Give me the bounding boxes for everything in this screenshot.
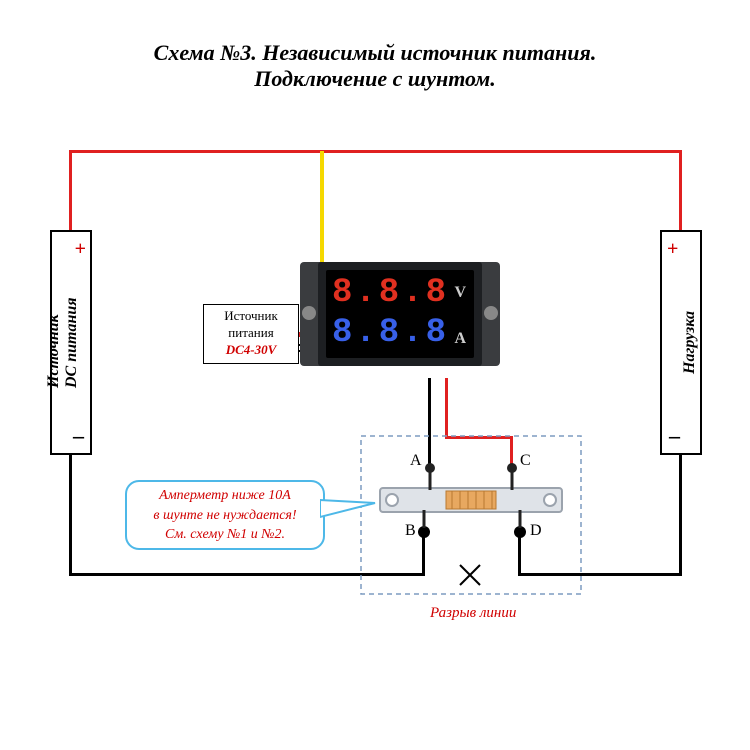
psu-line3: DC4-30V [226, 342, 277, 357]
voltmeter-ammeter: 8.8.8 V 8.8.8 A [300, 250, 500, 378]
wire-load-down [679, 455, 682, 576]
callout-l2: в шунте не нуждается! [153, 508, 296, 523]
callout-tail [320, 495, 380, 525]
shunt-label-a: A [410, 452, 422, 470]
amp-unit: A [454, 330, 466, 348]
amp-reading: 8.8.8 [332, 314, 449, 352]
wire-source-down [69, 455, 72, 575]
wire-source-up-red [69, 150, 72, 230]
load-plus: + [667, 238, 678, 261]
volt-unit: V [454, 284, 466, 302]
callout-l1: Амперметр ниже 10А [159, 488, 291, 503]
volt-reading: 8.8.8 [332, 274, 449, 312]
title: Схема №3. Независимый источник питания. … [0, 40, 750, 92]
psu-line2: питания [228, 325, 273, 340]
source-minus: – [73, 423, 84, 449]
load-label: Нагрузка [681, 311, 699, 374]
source-label: ИсточникDC питания [45, 297, 81, 388]
dc-source: ИсточникDC питания + – [50, 230, 92, 455]
psu-line1: Источник [224, 308, 278, 323]
shunt-label-b: B [405, 522, 416, 540]
wire-meter-c-v [445, 378, 448, 438]
source-plus: + [75, 238, 86, 261]
break-label: Разрыв линии [430, 605, 516, 622]
shunt-label-c: C [520, 452, 531, 470]
title-line2: Подключение с шунтом. [254, 66, 496, 91]
callout-bubble: Амперметр ниже 10А в шунте не нуждается!… [125, 480, 325, 550]
title-line1: Схема №3. Независимый источник питания. [154, 40, 597, 65]
callout-l3: См. схему №1 и №2. [165, 527, 285, 542]
shunt-resistor [380, 470, 562, 528]
psu-box: Источник питания DC4-30V [203, 304, 299, 364]
wire-top-red [71, 150, 681, 153]
shunt-label-d: D [530, 522, 542, 540]
wire-load-up-red [679, 150, 682, 230]
load-box: Нагрузка + – [660, 230, 702, 455]
load-minus: – [669, 423, 680, 449]
